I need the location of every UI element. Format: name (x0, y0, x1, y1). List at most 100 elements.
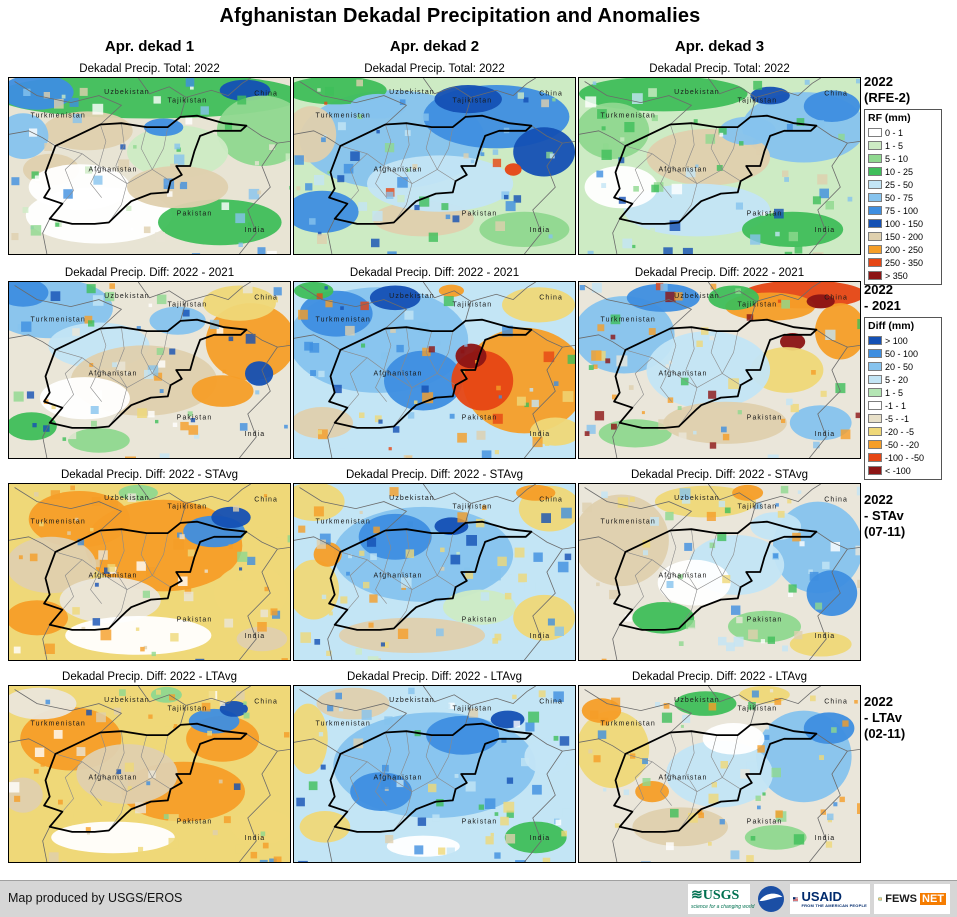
legend-swatch (868, 271, 882, 280)
legend-swatch (868, 180, 882, 189)
country-label: India (530, 835, 551, 842)
country-label: Uzbekistan (104, 89, 150, 96)
legend-rfe2-header: RF (mm) (868, 112, 911, 124)
country-label: Pakistan (177, 818, 213, 825)
country-label: Tajikistan (738, 98, 778, 105)
country-label: Uzbekistan (104, 293, 150, 300)
precip-map: Uzbekistan Tajikistan China Turkmenistan Afg… (293, 685, 576, 863)
map-title: Dekadal Precip. Diff: 2022 - 2021 (634, 267, 805, 279)
legend-label: 0 - 1 (885, 127, 904, 138)
legend-item: -20 - -5 (868, 425, 938, 438)
country-label: Turkmenistan (601, 317, 656, 324)
country-label: Tajikistan (738, 302, 778, 309)
country-label: Afghanistan (373, 572, 422, 579)
map-cell-r2c3: Dekadal Precip. Diff: 2022 - 2021 Uzbekis… (578, 266, 861, 459)
legend-label: -5 - -1 (885, 413, 910, 424)
legend-diff-header: Diff (mm) (868, 320, 915, 332)
legend-swatch (868, 440, 882, 449)
country-label: Turkmenistan (316, 519, 371, 526)
country-label: Tajikistan (453, 302, 493, 309)
precip-map: Uzbekistan Tajikistan China Turkmenistan Afg… (578, 77, 861, 255)
legend-label: -1 - 1 (885, 400, 907, 411)
country-label: Afghanistan (658, 774, 707, 781)
legend-item: 150 - 200 (868, 230, 938, 243)
country-label: Tajikistan (453, 98, 493, 105)
country-label: India (815, 633, 836, 640)
precip-map: Uzbekistan Tajikistan China Turkmenistan Afg… (8, 483, 291, 661)
country-label: China (539, 497, 563, 504)
map-svg: Uzbekistan Tajikistan China Turkmenistan Afg… (294, 686, 575, 862)
map-svg: Uzbekistan Tajikistan China Turkmenistan Afg… (579, 78, 860, 254)
country-label: China (539, 699, 563, 706)
country-label: Turkmenistan (31, 519, 86, 526)
fewsnet-wordmark: FEWS (885, 893, 917, 905)
country-label: Afghanistan (373, 774, 422, 781)
legend-item: 200 - 250 (868, 243, 938, 256)
legend-item: -1 - 1 (868, 399, 938, 412)
legend-swatch (868, 128, 882, 137)
legend-label: 50 - 75 (885, 192, 914, 203)
country-label: China (824, 91, 848, 98)
usgs-wave-icon: ≋ (691, 888, 703, 903)
map-svg: Uzbekistan Tajikistan China Turkmenistan Afg… (294, 78, 575, 254)
map-title: Dekadal Precip. Diff: 2022 - STAvg (345, 469, 524, 481)
precip-map: Uzbekistan Tajikistan China Turkmenistan Afg… (293, 281, 576, 459)
noaa-seagull-icon (758, 886, 784, 912)
country-label: China (254, 91, 278, 98)
legend-label: 200 - 250 (885, 244, 924, 255)
fewsnet-logo: FEWS NET (874, 884, 950, 914)
map-cell-r2c1: Dekadal Precip. Diff: 2022 - 2021 Uzbekis… (8, 266, 291, 459)
country-label: India (530, 633, 551, 640)
precip-map: Uzbekistan Tajikistan China Turkmenistan Afg… (8, 281, 291, 459)
country-label: Turkmenistan (601, 721, 656, 728)
ltavg-line-3: (02-11) (864, 726, 906, 741)
legend-item: 1 - 5 (868, 386, 938, 399)
legend-swatch (868, 232, 882, 241)
country-label: Afghanistan (658, 572, 707, 579)
country-label: Afghanistan (88, 370, 137, 377)
ltavg-line-1: 2022 (864, 694, 893, 709)
map-svg: Uzbekistan Tajikistan China Turkmenistan Afg… (579, 282, 860, 458)
country-label: India (245, 633, 266, 640)
country-label: Uzbekistan (674, 495, 720, 502)
usaid-tagline: FROM THE AMERICAN PEOPLE (801, 903, 867, 908)
usaid-flag-icon (793, 896, 799, 902)
legend-item: 50 - 75 (868, 191, 938, 204)
map-svg: Uzbekistan Tajikistan China Turkmenistan Afg… (294, 484, 575, 660)
map-title: Dekadal Precip. Diff: 2022 - LTAvg (62, 671, 237, 683)
map-svg: Uzbekistan Tajikistan China Turkmenistan Afg… (9, 686, 290, 862)
legend-item: 100 - 150 (868, 217, 938, 230)
precip-map: Uzbekistan Tajikistan China Turkmenistan Afg… (578, 281, 861, 459)
legend-label: 5 - 20 (885, 374, 909, 385)
legend-item: > 350 (868, 269, 938, 282)
legend-swatch (868, 258, 882, 267)
country-label: Uzbekistan (674, 293, 720, 300)
fewsnet-globe-icon (878, 896, 883, 902)
legend-swatch (868, 349, 882, 358)
country-label: Uzbekistan (674, 89, 720, 96)
map-svg: Uzbekistan Tajikistan China Turkmenistan Afg… (9, 484, 290, 660)
country-label: Turkmenistan (601, 519, 656, 526)
country-label: Uzbekistan (389, 293, 435, 300)
legend-label: 25 - 50 (885, 179, 914, 190)
legend-item: 5 - 10 (868, 152, 938, 165)
map-cell-r1c2: Dekadal Precip. Total: 2022 Uzbekistan Taj… (293, 62, 576, 255)
legend-label: 20 - 50 (885, 361, 914, 372)
map-svg: Uzbekistan Tajikistan China Turkmenistan Afg… (579, 484, 860, 660)
legend-rfe2-items: 0 - 1 1 - 5 5 - 10 10 - 25 25 - 50 50 - 75 75 … (868, 126, 938, 282)
country-label: Turkmenistan (31, 721, 86, 728)
column-header-dekad-3: Apr. dekad 3 (674, 38, 765, 55)
usaid-wordmark: USAID (801, 889, 842, 904)
country-label: Pakistan (462, 616, 498, 623)
country-label: Pakistan (177, 210, 213, 217)
map-svg: Uzbekistan Tajikistan China Turkmenistan Afg… (579, 686, 860, 862)
map-cell-r3c3: Dekadal Precip. Diff: 2022 - STAvg Uzbeki… (578, 468, 861, 661)
legend-diff-minus: - 2021 (864, 298, 901, 313)
legend-swatch (868, 245, 882, 254)
map-title: Dekadal Precip. Total: 2022 (649, 63, 790, 75)
country-label: China (539, 91, 563, 98)
legend-label: > 100 (885, 335, 908, 346)
country-label: Pakistan (747, 414, 783, 421)
precip-map: Uzbekistan Tajikistan China Turkmenistan Afg… (293, 77, 576, 255)
map-cell-r4c1: Dekadal Precip. Diff: 2022 - LTAvg Uzbeki… (8, 670, 291, 863)
